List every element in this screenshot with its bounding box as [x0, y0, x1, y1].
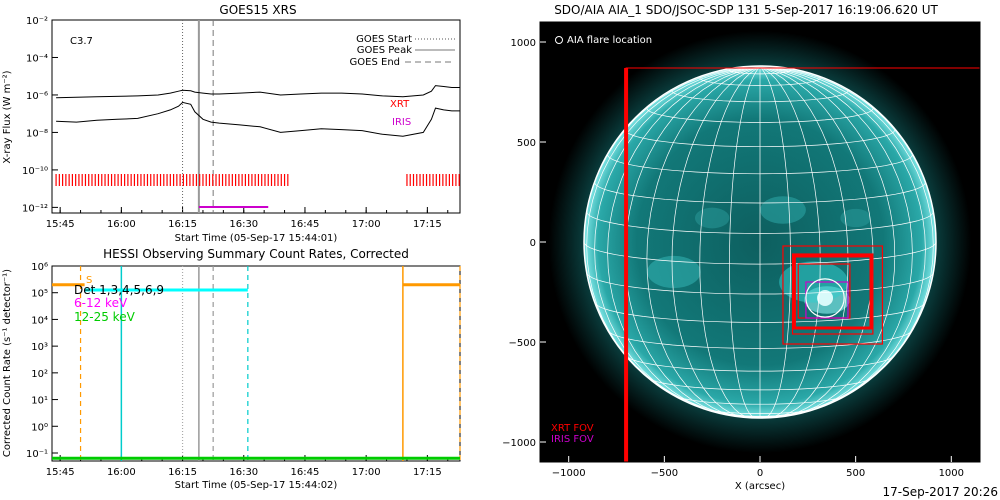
- goes-short-channel-line: [56, 101, 460, 137]
- longitude-line: [759, 67, 896, 418]
- hessi-legend-6-12: 6-12 keV: [74, 296, 128, 310]
- aia-y-tick-label: −1000: [502, 438, 536, 449]
- iris-label: IRIS: [392, 117, 411, 128]
- goes-axes: 15:45 16:00 16:15 16:30 16:45 17:00 17:15 10⁻² 1…: [22, 16, 449, 230]
- longitude-line: [646, 67, 761, 418]
- hessi-y-tick-label: 10⁻¹: [26, 449, 48, 460]
- iris-fov-label: IRIS FOV: [551, 434, 594, 445]
- hessi-x-tick-label: 16:00: [107, 467, 136, 478]
- hessi-x-axis-label: Start Time (05-Sep-17 15:44:02): [175, 480, 338, 491]
- hessi-x-tick-label: 17:15: [413, 467, 442, 478]
- active-region: [840, 208, 871, 228]
- hessi-x-tick-label: 15:45: [46, 467, 75, 478]
- aia-title: SDO/AIA AIA_1 SDO/JSOC-SDP 131 5-Sep-201…: [554, 3, 938, 17]
- longitude-line: [671, 67, 761, 418]
- aia-axes: −1000 −500 0 500 1000 1000 500 0 −500 −1000: [502, 38, 964, 479]
- hessi-y-tick-label: 10⁶: [31, 262, 48, 273]
- active-region: [647, 255, 701, 289]
- xrt-fov-box: [791, 253, 874, 335]
- goes-y-tick-label: 10⁻⁶: [26, 91, 48, 102]
- aia-y-tick-label: 500: [517, 138, 536, 149]
- goes-x-tick-label: 16:30: [229, 219, 258, 230]
- hessi-flag-s: S: [86, 275, 92, 286]
- flare-location-marker: [805, 278, 845, 318]
- aia-y-tick-label: 1000: [511, 38, 536, 49]
- aia-x-tick-label: −500: [651, 468, 678, 479]
- goes-legend: GOES Start GOES Peak GOES End: [350, 34, 455, 68]
- hessi-series: [52, 266, 461, 461]
- longitude-line: [699, 67, 761, 418]
- xrt-fov-label: XRT FOV: [551, 423, 594, 434]
- longitude-line: [607, 67, 761, 418]
- hessi-y-tick-label: 10⁵: [31, 289, 48, 300]
- longitude-line: [759, 67, 936, 417]
- hessi-y-tick-label: 10⁴: [31, 315, 48, 326]
- longitude-line: [759, 67, 821, 418]
- goes-panel: GOES15 XRS C3.7 15:45 16:00 16:15 16:30 16:4…: [2, 3, 461, 244]
- legend-goes-peak: GOES Peak: [357, 45, 412, 56]
- longitude-line: [584, 67, 761, 417]
- aia-x-tick-label: 1000: [939, 468, 964, 479]
- goes-x-axis-label: Start Time (05-Sep-17 15:44:01): [175, 233, 338, 244]
- goes-x-tick-label: 16:15: [168, 219, 197, 230]
- goes-long-channel-line: [56, 85, 460, 99]
- goes-class-label: C3.7: [70, 36, 93, 47]
- goes-y-axis-label: X-ray Flux (W m⁻²): [2, 70, 13, 163]
- goes-x-tick-label: 15:45: [46, 219, 75, 230]
- goes-y-tick-label: 10⁻⁸: [26, 128, 48, 139]
- xrt-fov-box: [782, 245, 884, 345]
- hessi-x-tick-label: 16:30: [229, 467, 258, 478]
- footer-timestamp: 17-Sep-2017 20:26: [883, 485, 998, 499]
- hessi-legend-det: Det 1,3,4,5,6,9: [74, 283, 164, 297]
- goes-y-tick-label: 10⁻⁴: [26, 53, 48, 64]
- hessi-x-tick-label: 16:15: [168, 467, 197, 478]
- goes-x-tick-label: 16:45: [291, 219, 320, 230]
- xrt-fov-box: [792, 254, 873, 330]
- hessi-x-tick-label: 17:00: [352, 467, 381, 478]
- hessi-x-tick-label: 16:45: [291, 467, 320, 478]
- active-region: [760, 196, 806, 224]
- aia-x-tick-label: 0: [757, 468, 763, 479]
- active-region: [694, 207, 730, 229]
- goes-title: GOES15 XRS: [219, 3, 296, 17]
- goes-x-tick-label: 16:00: [107, 219, 136, 230]
- hessi-title: HESSI Observing Summary Count Rates, Cor…: [103, 247, 409, 261]
- longitude-line: [759, 67, 849, 418]
- goes-y-tick-label: 10⁻¹⁰: [22, 166, 48, 177]
- hessi-y-tick-label: 10³: [31, 342, 48, 353]
- hessi-y-tick-label: 10²: [31, 369, 48, 380]
- legend-goes-end: GOES End: [350, 57, 400, 68]
- aia-y-tick-label: 0: [530, 238, 536, 249]
- flare-location-icon: [555, 36, 563, 44]
- longitude-line: [759, 67, 791, 418]
- aia-x-tick-label: 500: [846, 468, 865, 479]
- fov-boxes: [624, 67, 980, 462]
- xrt-label: XRT: [390, 99, 410, 110]
- aia-panel: SDO/AIA AIA_1 SDO/JSOC-SDP 131 5-Sep-201…: [502, 3, 998, 499]
- aia-legend-flare: AIA flare location: [567, 35, 652, 46]
- hessi-plot-frame: [51, 265, 461, 462]
- hessi-y-tick-label: 10⁰: [31, 422, 48, 433]
- goes-x-tick-label: 17:15: [413, 219, 442, 230]
- goes-x-tick-label: 17:00: [352, 219, 381, 230]
- goes-plot-frame: [51, 19, 461, 214]
- goes-y-tick-label: 10⁻²: [26, 16, 48, 27]
- hessi-y-axis-label: Corrected Count Rate (s⁻¹ detector⁻¹): [2, 269, 13, 457]
- aia-x-axis-label: X (arcsec): [735, 481, 785, 492]
- longitude-line: [759, 67, 913, 418]
- aia-x-tick-label: −1000: [552, 468, 586, 479]
- goes-series: [55, 20, 460, 213]
- goes-y-tick-label: 10⁻¹²: [22, 203, 48, 214]
- longitude-line: [729, 67, 761, 418]
- aia-y-tick-label: −500: [509, 338, 536, 349]
- flare-bright-kernel: [817, 290, 834, 306]
- hessi-legend-12-25: 12-25 keV: [74, 310, 136, 324]
- hessi-panel: HESSI Observing Summary Count Rates, Cor…: [2, 247, 461, 491]
- hessi-y-tick-label: 10¹: [31, 396, 48, 407]
- legend-goes-start: GOES Start: [356, 34, 412, 45]
- sun-limb: [583, 65, 937, 419]
